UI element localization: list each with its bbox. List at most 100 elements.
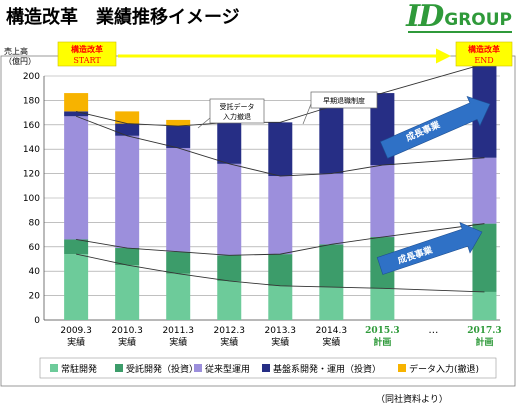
- legend-label: 基盤系開発・運用（投資）: [273, 363, 381, 375]
- callout-text: 早期退職制度: [323, 96, 365, 105]
- x-tick-label: 2013.3: [265, 326, 297, 336]
- bar-segment: [166, 251, 191, 274]
- bar-segment: [319, 106, 344, 174]
- bar-segment: [64, 93, 89, 112]
- start-banner-text: START: [73, 56, 101, 65]
- bar-segment: [319, 173, 344, 245]
- x-tick-label: 2009.3: [60, 326, 92, 336]
- x-tick-sublabel: 計画: [475, 336, 493, 348]
- bar-segment: [217, 163, 242, 256]
- x-tick-sublabel: 実績: [220, 336, 238, 348]
- y-tick-label: 180: [23, 96, 40, 106]
- bar-segment: [115, 248, 140, 266]
- logo-group-text: GROUP: [444, 10, 512, 30]
- y-tick-label: 40: [29, 267, 41, 277]
- legend: 常駐開発 受託開発（投資） 従来型運用 基盤系開発・運用（投資） データ入力(撤退): [39, 357, 497, 379]
- bar-segment: [166, 126, 191, 148]
- bar-segment: [370, 288, 395, 320]
- legend-label: データ入力(撤退): [409, 363, 479, 375]
- x-axis: 2009.3実績2010.3実績2011.3実績2012.3実績2013.3実績…: [60, 325, 501, 348]
- logo-id-mark: ID: [406, 0, 444, 34]
- y-tick-label: 160: [23, 121, 40, 131]
- bar-segment: [370, 165, 395, 238]
- x-tick-sublabel: 実績: [67, 336, 85, 348]
- callout-leader: [302, 103, 312, 125]
- trend-line: [76, 223, 485, 256]
- end-banner-title: 構造改革: [468, 44, 500, 54]
- bar-segment: [268, 254, 293, 286]
- bar-segment: [115, 265, 140, 320]
- bar-segment: [64, 111, 89, 117]
- company-logo: ID GROUP: [406, 0, 512, 34]
- callout-text: 入力撤退: [223, 112, 251, 121]
- bar-segment: [319, 244, 344, 288]
- x-tick-label: 2010.3: [111, 326, 143, 336]
- legend-label: 常駐開発: [61, 363, 97, 375]
- logo-underline: [408, 31, 512, 33]
- y-axis-unit: （億円）: [4, 56, 36, 66]
- page-title: 構造改革 業績推移イメージ: [6, 7, 240, 28]
- bar-segment: [319, 287, 344, 320]
- legend-swatch: [50, 364, 58, 372]
- x-tick-label: 2012.3: [214, 326, 246, 336]
- x-tick-sublabel: 計画: [373, 336, 391, 348]
- start-banner-title: 構造改革: [71, 44, 103, 54]
- end-banner-text: END: [474, 56, 493, 65]
- source-footnote: （同社資料より）: [376, 395, 448, 405]
- x-tick-label: …: [428, 325, 438, 336]
- bar-segment: [64, 254, 89, 320]
- y-tick-label: 80: [29, 218, 41, 228]
- legend-swatch: [115, 364, 123, 372]
- bar-segment: [217, 280, 242, 320]
- y-tick-label: 120: [23, 170, 40, 180]
- bar-segment: [115, 135, 140, 249]
- x-tick-sublabel: 実績: [169, 336, 187, 348]
- trend-line: [76, 253, 485, 293]
- x-tick-sublabel: 実績: [322, 336, 340, 348]
- bar-segment: [166, 119, 191, 127]
- bar-segment: [268, 122, 293, 177]
- x-tick-label: 2011.3: [162, 326, 194, 336]
- bar-segment: [64, 116, 89, 240]
- x-tick-label: 2017.3: [467, 326, 501, 336]
- legend-swatch: [262, 364, 270, 372]
- x-tick-label: 2014.3: [316, 326, 348, 336]
- x-tick-sublabel: 実績: [118, 336, 136, 348]
- y-tick-label: 60: [29, 243, 41, 253]
- bar-segment: [115, 111, 140, 124]
- y-tick-label: 140: [23, 145, 40, 155]
- bars: [64, 63, 497, 320]
- trend-line: [75, 115, 485, 177]
- bar-segment: [217, 122, 242, 164]
- x-tick-label: 2015.3: [365, 326, 399, 336]
- growth-arrow: [380, 96, 491, 159]
- bar-segment: [268, 285, 293, 320]
- bar-segment: [166, 147, 191, 252]
- y-axis-label: 売上高: [4, 46, 28, 56]
- bar-segment: [217, 255, 242, 281]
- bar-segment: [472, 157, 497, 224]
- y-tick-label: 0: [34, 316, 40, 326]
- bar-segment: [166, 273, 191, 320]
- legend-label: 従来型運用: [205, 363, 250, 375]
- y-tick-label: 200: [23, 72, 40, 82]
- callout-text: 受託データ: [220, 102, 255, 111]
- end-banner: [455, 41, 513, 67]
- callout-leader: [197, 117, 211, 129]
- x-tick-sublabel: 実績: [271, 336, 289, 348]
- y-tick-label: 20: [29, 292, 41, 302]
- bar-segment: [115, 123, 140, 136]
- bar-segment: [268, 176, 293, 255]
- growth-arrow: [376, 221, 483, 275]
- y-tick-label: 100: [23, 194, 40, 204]
- bar-segment: [64, 239, 89, 255]
- legend-label: 受託開発（投資）: [126, 363, 198, 375]
- start-banner: [57, 41, 117, 67]
- legend-swatch: [398, 364, 406, 372]
- callout-box: [209, 98, 265, 124]
- legend-swatch: [194, 364, 202, 372]
- bar-segment: [472, 291, 497, 320]
- callout-box: [310, 91, 378, 109]
